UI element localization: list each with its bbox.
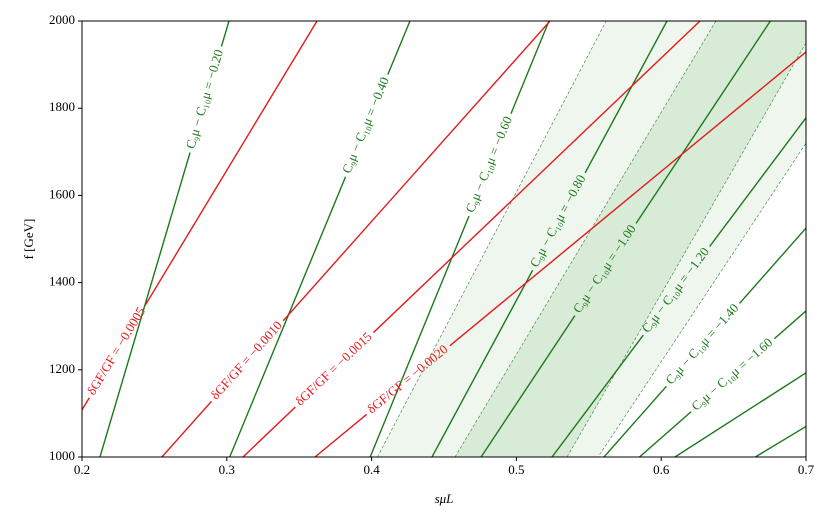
plot-frame <box>81 20 807 458</box>
y-axis-label: f [GeV] <box>21 219 36 260</box>
contour-line <box>639 310 806 457</box>
x-tick-label: 0.2 <box>74 462 90 477</box>
contour-label: δGF/GF = −0.0015 <box>292 329 375 409</box>
contour-line <box>754 425 806 457</box>
contour-line <box>369 21 550 457</box>
contour-line <box>161 21 551 457</box>
contour-line <box>229 21 411 457</box>
y-tick-label: 1200 <box>49 361 75 376</box>
contour-line <box>242 21 701 457</box>
contour-label: δGF/GF = −0.0005 <box>84 304 149 397</box>
contour-line <box>480 21 771 457</box>
y-tick-label: 1800 <box>49 99 75 114</box>
contour-label: C₉μ − C₁₀μ = −0.40 <box>339 75 392 176</box>
y-tick-label: 1000 <box>49 448 75 463</box>
confidence-band <box>454 21 806 457</box>
y-tick-label: 2000 <box>49 12 75 27</box>
contour-line <box>99 21 230 457</box>
x-tick-label: 0.5 <box>508 462 524 477</box>
bands <box>377 21 806 457</box>
contour-line <box>603 227 806 457</box>
contour-label: δGF/GF = −0.0010 <box>207 318 285 403</box>
contour-line <box>551 117 806 457</box>
x-tick-label: 0.4 <box>363 462 380 477</box>
contour-line <box>82 21 318 411</box>
contour-lines <box>82 21 806 457</box>
y-tick-label: 1400 <box>49 274 75 289</box>
contour-line <box>314 51 806 457</box>
y-tick-label: 1600 <box>49 186 75 201</box>
x-tick-label: 0.3 <box>219 462 235 477</box>
contour-label: C₉μ − C₁₀μ = −0.20 <box>183 48 227 151</box>
x-tick-label: 0.7 <box>798 462 815 477</box>
contour-line <box>674 372 806 457</box>
axes: 0.2 0.3 0.4 0.5 0.6 0.7 1000 1200 1400 1600 1800 20… <box>49 12 815 477</box>
contour-label: C₉μ − C₁₀μ = −0.60 <box>462 114 515 215</box>
x-axis-label: sμL <box>435 491 454 506</box>
x-tick-label: 0.6 <box>653 462 670 477</box>
contour-line <box>431 21 668 457</box>
